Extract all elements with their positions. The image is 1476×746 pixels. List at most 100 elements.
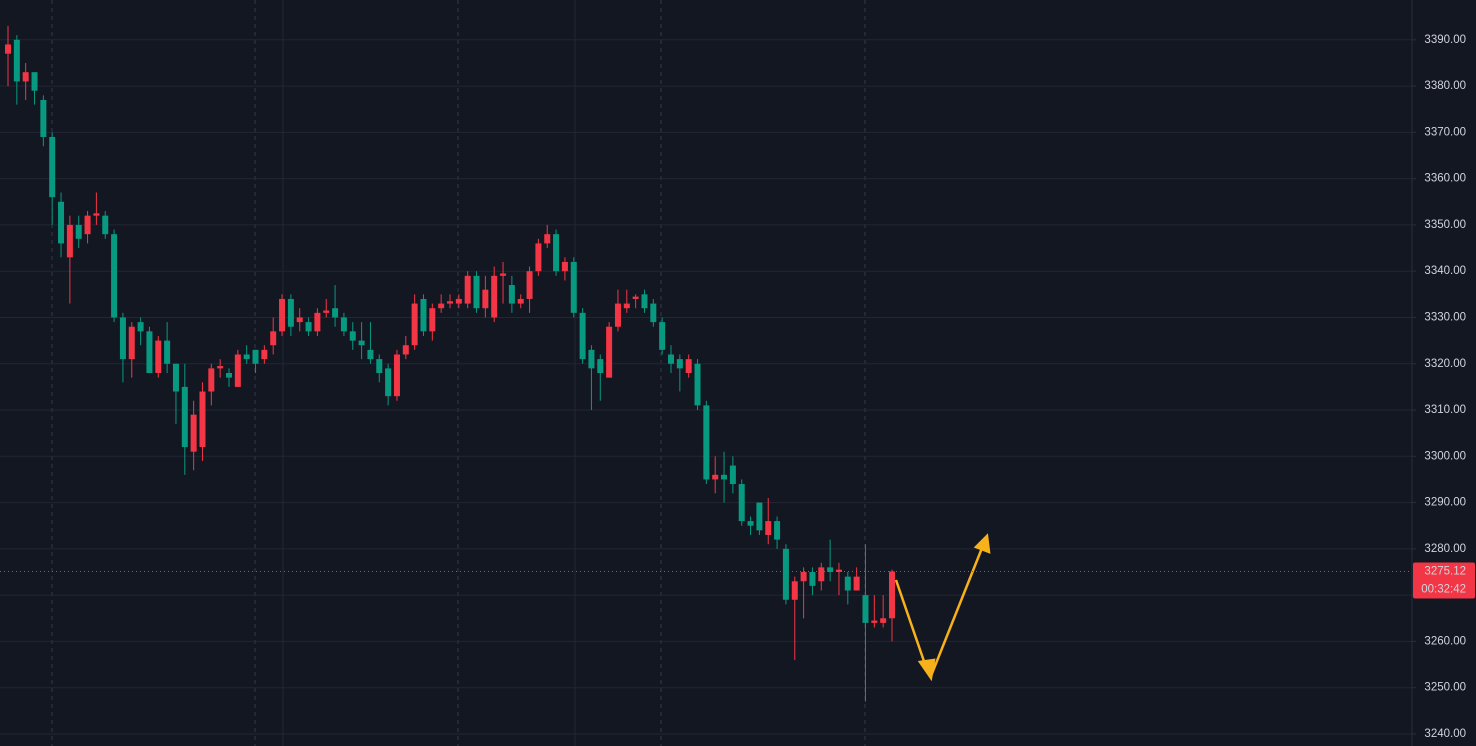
candle-body	[447, 301, 453, 304]
candle-body	[508, 285, 515, 304]
y-tick-label: 3370.00	[1424, 126, 1466, 138]
candle-body	[455, 298, 462, 304]
candle-body	[199, 391, 206, 448]
candle-body	[429, 308, 436, 332]
y-tick-label: 3320.00	[1424, 358, 1466, 370]
annotation-arrows	[894, 533, 991, 682]
candle-body	[420, 298, 427, 332]
y-tick-label: 3350.00	[1424, 219, 1466, 231]
candle-body	[128, 326, 135, 360]
candle-body	[853, 576, 860, 591]
y-tick-label: 3380.00	[1424, 80, 1466, 92]
candle-body	[279, 298, 286, 332]
candle-body	[517, 298, 524, 304]
candle-body	[5, 44, 11, 54]
candle-body	[358, 340, 365, 346]
candle-body	[597, 359, 604, 373]
candle-body	[738, 484, 745, 522]
candle-body	[880, 618, 887, 623]
candle-body	[305, 322, 312, 332]
countdown-label: 00:32:42	[1421, 583, 1466, 595]
candle-body	[703, 405, 710, 480]
candle-body	[818, 567, 825, 582]
y-tick-label: 3330.00	[1424, 311, 1466, 323]
y-tick-label: 3340.00	[1424, 265, 1466, 277]
candle-body	[782, 548, 789, 600]
candle-body	[694, 363, 701, 406]
candle-body	[756, 502, 763, 531]
candle-body	[58, 201, 65, 244]
candle-body	[111, 234, 118, 318]
y-tick-label: 3260.00	[1424, 635, 1466, 647]
candle-body	[561, 261, 568, 272]
candle-body	[632, 296, 639, 299]
y-tick-label: 3390.00	[1424, 34, 1466, 46]
candle-body	[155, 340, 162, 373]
arrow-up	[929, 542, 986, 677]
candle-body	[252, 349, 259, 364]
candle-body	[791, 581, 798, 600]
candle-body	[332, 308, 339, 318]
candle-body	[482, 289, 489, 309]
candle-body	[659, 322, 666, 350]
candle-body	[676, 359, 683, 369]
candle-body	[172, 363, 179, 392]
last-price-label: 3275.12	[1424, 565, 1466, 577]
candles	[5, 25, 895, 702]
candle-body	[66, 224, 73, 258]
candle-body	[889, 571, 895, 619]
candle-body	[668, 354, 674, 364]
candle-body	[349, 331, 356, 341]
candle-body	[243, 354, 250, 360]
candle-body	[747, 521, 754, 526]
candle-body	[93, 213, 100, 216]
candle-body	[340, 317, 347, 332]
y-tick-label: 3240.00	[1424, 728, 1466, 740]
candle-body	[217, 366, 224, 369]
candle-body	[526, 271, 533, 299]
candle-body	[287, 298, 294, 327]
candle-body	[261, 349, 268, 360]
candle-body	[49, 136, 56, 198]
session-lines	[51, 0, 866, 746]
candle-body	[84, 215, 91, 235]
candle-body	[40, 99, 47, 137]
candle-body	[438, 303, 445, 309]
candle-body	[491, 275, 498, 318]
candle-body	[650, 303, 657, 323]
candle-body	[119, 317, 126, 360]
candle-body	[411, 303, 418, 346]
candle-body	[800, 571, 807, 582]
candle-body	[553, 234, 560, 272]
candle-body	[570, 261, 577, 313]
arrow-head	[973, 533, 991, 554]
y-tick-label: 3310.00	[1424, 404, 1466, 416]
candle-body	[862, 595, 869, 623]
candle-body	[146, 331, 153, 373]
candle-body	[712, 474, 719, 480]
candle-body	[75, 224, 82, 239]
candle-body	[844, 576, 851, 591]
y-tick-label: 3280.00	[1424, 543, 1466, 555]
candle-body	[102, 215, 109, 235]
candle-body	[376, 359, 383, 373]
candle-body	[588, 349, 595, 369]
candle-body	[234, 354, 241, 387]
candle-body	[809, 571, 816, 586]
candle-body	[614, 303, 621, 327]
candle-body	[827, 567, 834, 572]
candle-body	[402, 345, 409, 355]
candle-body	[871, 620, 878, 623]
candle-body	[314, 312, 321, 332]
candle-body	[208, 368, 215, 392]
candle-body	[22, 72, 29, 82]
candle-body	[137, 322, 144, 332]
candle-body	[835, 569, 842, 572]
candle-body	[296, 317, 303, 323]
candle-body	[13, 39, 20, 82]
y-tick-label: 3300.00	[1424, 450, 1466, 462]
candle-body	[685, 359, 692, 373]
